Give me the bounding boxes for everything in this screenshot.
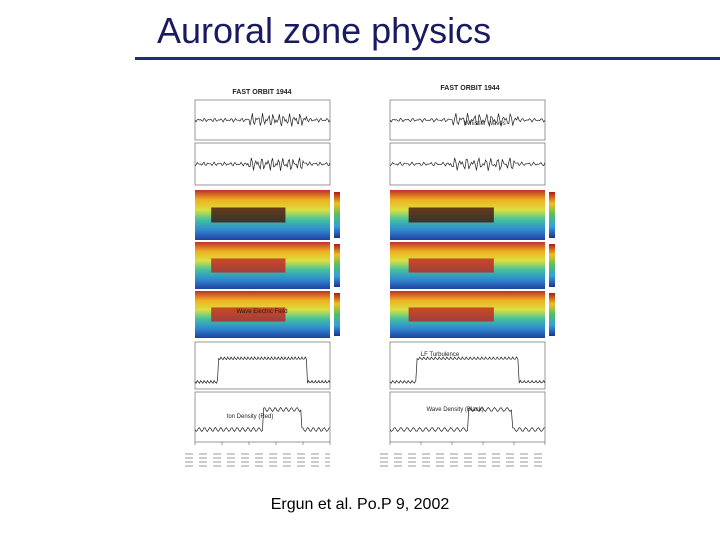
- trace: [194, 356, 331, 385]
- figure: FAST ORBIT 1944 FAST ORBIT 1944 Wave Ele…: [185, 85, 555, 470]
- annotation: LF Turbulence: [421, 352, 460, 358]
- annotation: Wave Electric Field: [236, 309, 287, 315]
- spectrogram-band: [408, 258, 494, 273]
- annotation: Wave Density (Black): [426, 407, 483, 413]
- trace: [389, 112, 546, 128]
- time-label-block: [187, 450, 332, 470]
- spectrogram-band: [408, 207, 494, 223]
- panel-frame: [194, 99, 331, 141]
- trace: [194, 157, 331, 171]
- spectrogram-band: [408, 307, 494, 322]
- panel-frame: [389, 99, 546, 141]
- colorbar: [334, 244, 340, 287]
- colorbar: [334, 293, 340, 336]
- annotation: Whistler Waves: [464, 121, 505, 127]
- caption: Ergun et al. Po.P 9, 2002: [270, 496, 450, 513]
- spectrogram-band: [211, 258, 286, 273]
- panel-frame: [194, 391, 331, 443]
- colorbar: [549, 293, 555, 336]
- trace: [389, 156, 546, 172]
- trace: [389, 356, 546, 384]
- colorbar: [549, 192, 555, 238]
- time-label-block: [382, 450, 547, 470]
- trace: [389, 406, 546, 433]
- annotation: Ion Density (Red): [227, 414, 274, 420]
- panel-frame: [389, 391, 546, 443]
- spectrogram-band: [211, 307, 286, 322]
- colorbar: [549, 244, 555, 287]
- spectrogram-band: [211, 207, 286, 223]
- figure-title: FAST ORBIT 1944: [232, 89, 291, 96]
- title-rule: [135, 57, 720, 60]
- slide-title: Auroral zone physics: [157, 10, 492, 51]
- trace: [194, 406, 331, 433]
- figure-title: FAST ORBIT 1944: [440, 85, 499, 92]
- trace: [194, 113, 331, 127]
- colorbar: [334, 192, 340, 238]
